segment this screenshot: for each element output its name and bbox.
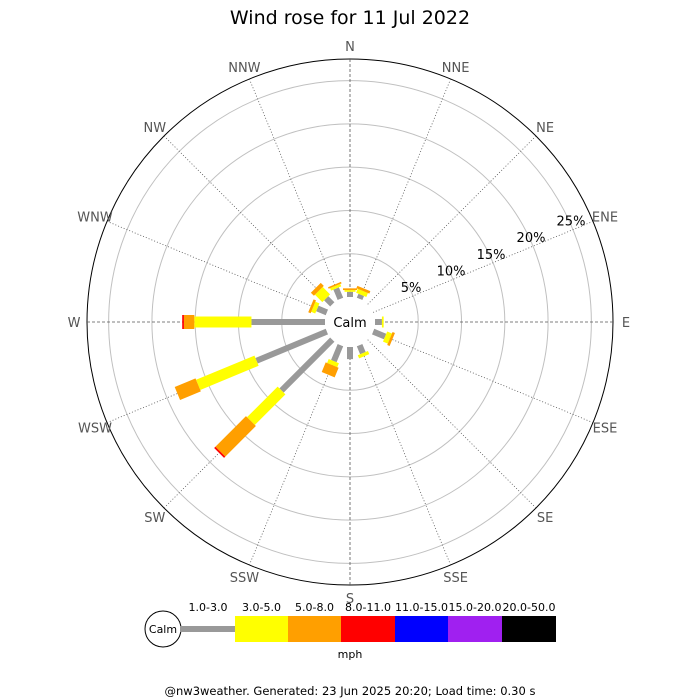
bar-nw-1.0-3.0: [324, 296, 335, 307]
bar-nw-3.0-5.0: [314, 286, 331, 303]
bar-nne-5.0-8.0: [356, 285, 371, 294]
bar-sw-5.0-8.0: [215, 416, 256, 457]
direction-label-w: W: [68, 316, 81, 331]
legend-label-8.0-11.0: 8.0-11.0: [345, 601, 391, 614]
legend-swatch-3.0-5.0: [235, 616, 288, 642]
direction-label-e: E: [622, 316, 630, 331]
direction-label-ese: ESE: [593, 422, 618, 437]
legend: Calm mph 1.0-3.0 3.0-5.0 5.0-8.0 8.0-11.0 11…: [144, 601, 556, 661]
bar-sw-1.0-3.0: [279, 337, 335, 393]
bar-n-3.0-5.0: [344, 290, 356, 292]
bar-wnw-3.0-5.0: [311, 301, 320, 314]
legend-swatch-8.0-11.0: [341, 616, 395, 642]
bar-w-1.0-3.0: [251, 319, 325, 325]
footer-text: @nw3weather. Generated: 23 Jun 2025 20:2…: [165, 684, 536, 698]
direction-label-sw: SW: [144, 511, 165, 526]
spoke-nnw: [248, 78, 341, 300]
bar-sse-3.0-5.0: [357, 350, 370, 359]
legend-swatch-5.0-8.0: [288, 616, 341, 642]
spoke-nw: [163, 135, 333, 305]
bar-ssw-5.0-8.0: [321, 362, 339, 378]
legend-label-20.0-50.0: 20.0-50.0: [503, 601, 556, 614]
bar-w-8.0-11.0: [182, 315, 184, 329]
bar-e-3.0-5.0: [381, 316, 384, 328]
chart-title: Wind rose for 11 Jul 2022: [230, 7, 470, 29]
bar-wsw-3.0-5.0: [196, 355, 259, 390]
polar-grid: N NNE NE ENE E ESE SE SSE S SSW SW WSW W WNW NW NNW: [68, 40, 631, 607]
bar-ese-5.0-8.0: [387, 332, 395, 346]
bar-nne-1.0-3.0: [356, 293, 364, 301]
legend-swatch-15.0-20.0: [448, 616, 502, 642]
spoke-sse: [359, 344, 452, 566]
direction-label-n: N: [345, 40, 355, 55]
legend-calm-label: Calm: [149, 623, 177, 636]
spoke-se: [367, 339, 537, 509]
legend-label-1.0-3.0: 1.0-3.0: [189, 601, 228, 614]
direction-label-wsw: WSW: [78, 422, 112, 437]
legend-swatch-11.0-15.0: [395, 616, 448, 642]
direction-label-ne: NE: [536, 121, 554, 136]
bar-w-5.0-8.0: [183, 315, 195, 329]
spoke-nne: [359, 78, 452, 300]
direction-label-nnw: NNW: [228, 61, 260, 76]
direction-label-se: SE: [537, 511, 553, 526]
spoke-ene: [372, 220, 594, 313]
ring-labels: 5% 10% 15% 20% 25%: [401, 215, 586, 296]
calm-label: Calm: [333, 316, 366, 331]
spoke-ese: [372, 331, 594, 424]
bar-wnw-1.0-3.0: [316, 305, 329, 316]
bar-nw-5.0-8.0: [310, 282, 324, 296]
legend-unit: mph: [338, 648, 363, 661]
direction-label-sse: SSE: [443, 571, 468, 586]
direction-label-s: S: [346, 592, 354, 607]
bar-s-1.0-3.0: [347, 347, 353, 360]
ring-20: [151, 123, 549, 521]
bar-sw-3.0-5.0: [247, 386, 286, 425]
spoke-wnw: [106, 220, 328, 313]
bar-w-3.0-5.0: [194, 316, 252, 328]
direction-label-nw: NW: [144, 121, 167, 136]
calm-circle-group: Calm: [325, 297, 375, 347]
bar-e-1.0-3.0: [375, 319, 382, 325]
bar-n-1.0-3.0: [347, 291, 353, 297]
legend-label-5.0-8.0: 5.0-8.0: [295, 601, 334, 614]
bar-wsw-1.0-3.0: [255, 328, 329, 364]
legend-label-3.0-5.0: 3.0-5.0: [242, 601, 281, 614]
ring-label-20: 20%: [517, 231, 546, 246]
legend-swatch-1.0-3.0: [180, 626, 235, 632]
bar-nnw-5.0-8.0: [328, 281, 342, 289]
bar-wnw-5.0-8.0: [308, 299, 316, 314]
calm-circle: [325, 297, 375, 347]
ring-label-5: 5%: [401, 281, 422, 296]
bar-ese-3.0-5.0: [382, 331, 392, 344]
legend-swatch-20.0-50.0: [502, 616, 556, 642]
bar-ese-1.0-3.0: [371, 328, 387, 340]
bar-sw-8.0-11.0: [214, 446, 226, 458]
spoke-ne: [367, 135, 537, 305]
bar-ssw-3.0-5.0: [327, 358, 339, 368]
bar-nne-3.0-5.0: [356, 288, 368, 298]
ring-label-15: 15%: [477, 248, 506, 263]
bar-nnw-1.0-3.0: [333, 287, 344, 301]
bar-ssw-1.0-3.0: [331, 343, 344, 363]
spoke-ssw: [248, 344, 341, 566]
legend-label-15.0-20.0: 15.0-20.0: [449, 601, 502, 614]
direction-label-ssw: SSW: [230, 571, 260, 586]
direction-label-wnw: WNW: [77, 210, 113, 225]
bar-wsw-5.0-8.0: [174, 378, 201, 400]
direction-label-ene: ENE: [592, 210, 618, 225]
wind-bars: [174, 281, 395, 458]
legend-label-11.0-15.0: 11.0-15.0: [395, 601, 448, 614]
direction-label-nne: NNE: [442, 61, 470, 76]
ring-label-25: 25%: [557, 215, 586, 230]
ring-label-10: 10%: [437, 264, 466, 279]
bar-sse-1.0-3.0: [356, 343, 366, 355]
bar-n-5.0-8.0: [343, 288, 357, 291]
bar-nnw-3.0-5.0: [330, 284, 342, 291]
